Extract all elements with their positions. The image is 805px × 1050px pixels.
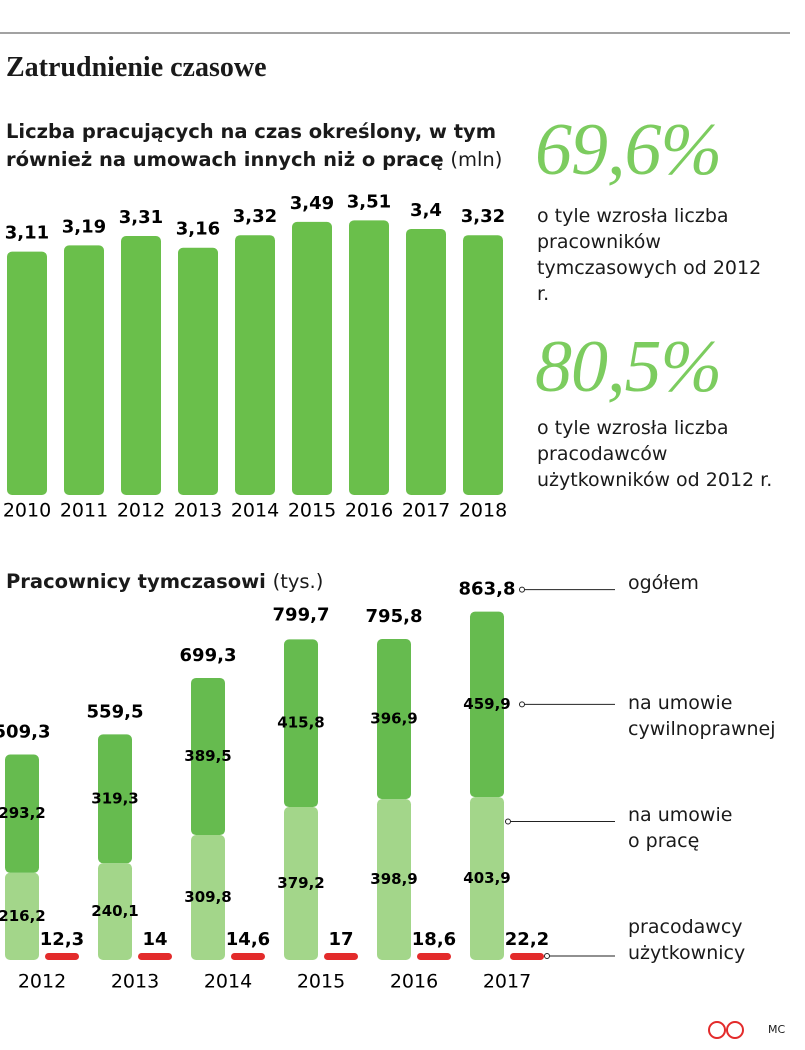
segment-label: 403,9 xyxy=(463,869,510,887)
chart-title: Liczba pracujących na czas określony, w … xyxy=(6,118,521,174)
segment-label: 389,5 xyxy=(184,747,231,765)
x-tick-label: 2017 xyxy=(483,971,531,993)
value-label: 3,51 xyxy=(347,191,391,212)
bar xyxy=(235,235,275,495)
annotation-value: 80,5% xyxy=(535,326,722,408)
employer-label: 12,3 xyxy=(40,929,84,950)
bar xyxy=(292,221,332,495)
employer-label: 17 xyxy=(328,929,353,950)
total-label: 509,3 xyxy=(0,722,50,743)
total-label: 699,3 xyxy=(180,645,237,666)
x-tick-label: 2010 xyxy=(3,500,51,522)
legend-dot xyxy=(544,953,550,959)
x-tick-label: 2018 xyxy=(459,500,507,522)
legend-dot xyxy=(519,586,525,593)
total-label: 799,7 xyxy=(273,604,330,625)
credit: MC xyxy=(768,1023,786,1036)
logo xyxy=(726,1021,744,1039)
segment-label: 415,8 xyxy=(277,714,324,732)
value-label: 3,19 xyxy=(62,216,106,237)
bar-segment xyxy=(377,639,411,800)
employer-label: 14,6 xyxy=(226,929,270,950)
title: Zatrudnienie czasowe xyxy=(6,52,267,83)
annotation-text: o tyle wzrosła liczba pracowników tymcza… xyxy=(537,205,762,305)
unit: (tys.) xyxy=(272,570,324,593)
bar-segment xyxy=(470,611,504,798)
bar xyxy=(406,228,446,495)
segment-label: 379,2 xyxy=(277,874,324,892)
segment-label: 319,3 xyxy=(91,789,138,807)
segment-label: 293,2 xyxy=(0,804,46,822)
value-label: 3,32 xyxy=(233,206,277,227)
legend-dot xyxy=(519,701,525,708)
bar-segment xyxy=(284,639,318,808)
bar-segment xyxy=(5,872,39,960)
bar xyxy=(463,235,503,495)
x-tick-label: 2012 xyxy=(18,971,66,993)
total-label: 559,5 xyxy=(87,701,144,722)
bar-segment xyxy=(98,734,132,864)
x-tick-label: 2015 xyxy=(297,971,345,993)
segment-label: 459,9 xyxy=(463,695,510,713)
x-tick-label: 2014 xyxy=(231,500,279,522)
bar-segment xyxy=(377,799,411,960)
legend-dot xyxy=(505,818,511,825)
value-label: 3,31 xyxy=(119,207,163,228)
bar xyxy=(64,245,104,495)
value-label: 3,49 xyxy=(290,193,334,214)
employer-mark xyxy=(231,953,265,960)
bar-segment xyxy=(5,754,39,873)
chart-title: Pracownicy tymczasowi (tys.) xyxy=(6,570,323,593)
x-tick-label: 2013 xyxy=(174,500,222,522)
employer-mark xyxy=(138,953,172,960)
legend-entry: na umowie o pracę xyxy=(628,804,733,852)
employer-label: 22,2 xyxy=(505,929,549,950)
x-tick-label: 2016 xyxy=(390,971,438,993)
total-label: 795,8 xyxy=(366,606,423,627)
bar xyxy=(7,251,47,495)
segment-label: 396,9 xyxy=(370,710,417,728)
value-label: 3,11 xyxy=(5,223,49,244)
value-label: 3,4 xyxy=(410,200,442,221)
segment-label: 309,8 xyxy=(184,888,231,906)
bar xyxy=(178,247,218,495)
x-tick-label: 2011 xyxy=(60,500,108,522)
bar xyxy=(121,235,161,495)
legend-entry: na umowie cywilnoprawnej xyxy=(628,692,776,740)
legend-entry: pracodawcy użytkownicy xyxy=(628,916,746,964)
bar xyxy=(349,220,389,495)
logo xyxy=(708,1021,726,1039)
segment-label: 398,9 xyxy=(370,870,417,888)
x-tick-label: 2012 xyxy=(117,500,165,522)
x-tick-label: 2013 xyxy=(111,971,159,993)
employer-mark xyxy=(324,953,358,960)
segment-label: 240,1 xyxy=(91,902,138,920)
total-label: 863,8 xyxy=(459,579,516,600)
segment-label: 216,2 xyxy=(0,907,46,925)
x-tick-label: 2014 xyxy=(204,971,252,993)
employer-mark xyxy=(510,953,544,960)
value-label: 3,16 xyxy=(176,219,220,240)
x-tick-label: 2017 xyxy=(402,500,450,522)
employer-label: 14 xyxy=(142,929,167,950)
x-tick-label: 2015 xyxy=(288,500,336,522)
legend-entry: ogółem xyxy=(628,572,699,594)
employer-mark xyxy=(417,953,451,960)
bar-segment xyxy=(191,677,225,836)
employer-mark xyxy=(45,953,79,960)
value-label: 3,32 xyxy=(461,206,505,227)
chart-title-text: Liczba pracujących na czas określony, w … xyxy=(6,120,497,171)
annotation-value: 69,6% xyxy=(535,109,722,191)
bar-segment xyxy=(191,835,225,960)
bar-segment xyxy=(98,863,132,960)
bar-segment xyxy=(470,797,504,960)
chart-title-text: Pracownicy tymczasowi xyxy=(6,570,266,593)
employer-label: 18,6 xyxy=(412,929,456,950)
annotation-text: o tyle wzrosła liczba pracodawców użytko… xyxy=(537,417,773,491)
bar-segment xyxy=(284,807,318,960)
unit: (mln) xyxy=(450,148,503,171)
x-tick-label: 2016 xyxy=(345,500,393,522)
